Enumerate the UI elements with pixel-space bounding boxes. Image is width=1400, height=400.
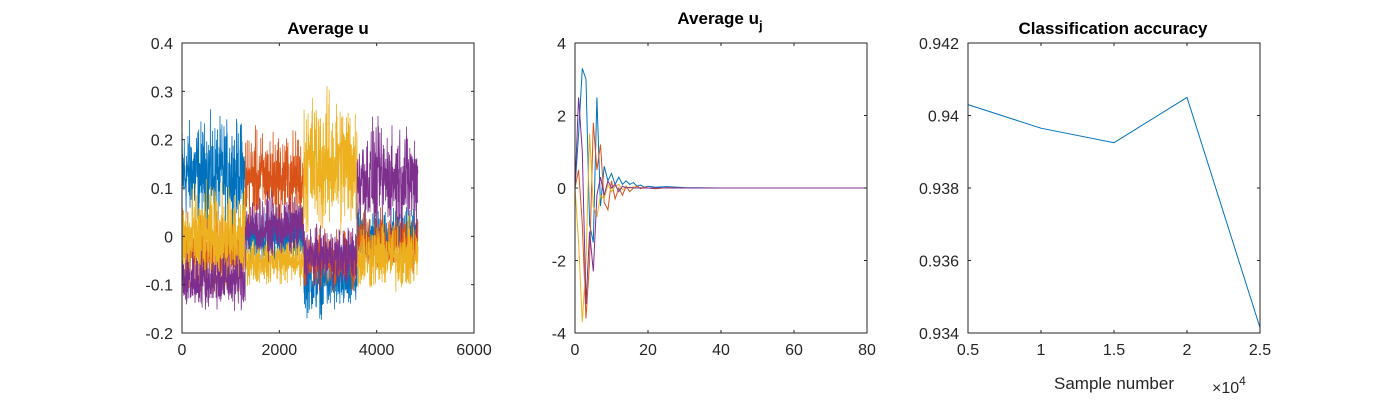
y-tick-label: 0.938	[919, 181, 959, 198]
x-tick-label: 0	[571, 342, 580, 359]
y-tick-label: 0.3	[151, 84, 173, 101]
panel-3-title: Classification accuracy	[1019, 19, 1209, 38]
y-tick-label: -0.2	[145, 326, 173, 343]
x-tick-label: 0.5	[957, 342, 979, 359]
x-tick-label: 4000	[359, 342, 395, 359]
panel-3-y-ticks: 0.934 0.936 0.938 0.94 0.942	[919, 36, 1260, 343]
x-tick-label: 2.5	[1249, 342, 1271, 359]
y-tick-label: 0.1	[151, 181, 173, 198]
panel-average-uj: Average uj 0 20 40 60 80 -4 -2 0 2 4	[552, 9, 876, 359]
y-tick-label: 0.934	[919, 326, 959, 343]
y-tick-label: -4	[552, 326, 566, 343]
x-tick-label: 20	[639, 342, 657, 359]
x-tick-label: 2000	[262, 342, 298, 359]
x-tick-label: 2	[1183, 342, 1192, 359]
panel-3-x-multiplier: ×104	[1212, 374, 1246, 397]
x-tick-label: 0	[178, 342, 187, 359]
panel-average-u: Average u 0 2000 4000 6000 -0.2 -0.1 0 0.1 0.2 0…	[145, 19, 491, 359]
y-tick-label: 0.94	[928, 109, 959, 126]
panel-1-title: Average u	[287, 19, 369, 38]
panel-classification-accuracy: Classification accuracy 0.5 1 1.5 2 2.5 0.93…	[919, 19, 1271, 397]
y-tick-label: 4	[557, 36, 566, 53]
panel-1-y-ticks: -0.2 -0.1 0 0.1 0.2 0.3 0.4	[145, 36, 474, 343]
panel-1-x-ticks: 0 2000 4000 6000	[178, 43, 492, 359]
x-tick-label: 1.5	[1103, 342, 1125, 359]
series-line-4	[574, 97, 867, 305]
y-tick-label: 0.4	[151, 36, 173, 53]
panel-2-series	[574, 68, 867, 323]
panel-3-series	[967, 96, 1261, 328]
y-tick-label: 0.936	[919, 254, 959, 271]
y-tick-label: -2	[552, 254, 566, 271]
series-line-1	[967, 96, 1261, 328]
x-tick-label: 6000	[456, 342, 492, 359]
panel-2-y-ticks: -4 -2 0 2 4	[552, 36, 867, 343]
panel-3-xlabel: Sample number	[1054, 374, 1174, 393]
y-tick-label: -0.1	[145, 278, 173, 295]
x-tick-label: 40	[712, 342, 730, 359]
y-tick-label: 0	[557, 181, 566, 198]
y-tick-label: 0.2	[151, 133, 173, 150]
panel-1-series	[181, 86, 419, 320]
panel-2-title: Average uj	[677, 9, 762, 33]
panel-3-x-ticks: 0.5 1 1.5 2 2.5	[957, 43, 1271, 359]
series-line-4	[181, 115, 419, 311]
y-tick-label: 2	[557, 109, 566, 126]
x-tick-label: 60	[785, 342, 803, 359]
x-tick-label: 1	[1037, 342, 1046, 359]
panel-2-x-ticks: 0 20 40 60 80	[571, 43, 876, 359]
x-tick-label: 80	[858, 342, 876, 359]
y-tick-label: 0.942	[919, 36, 959, 53]
series-line-3	[181, 86, 419, 294]
y-tick-label: 0	[164, 229, 173, 246]
